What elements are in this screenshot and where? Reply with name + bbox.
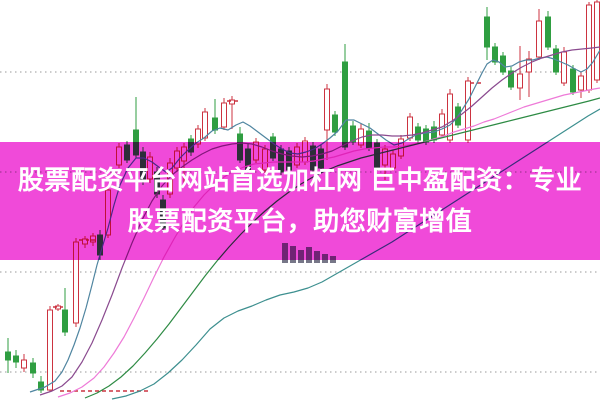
ad-banner-overlay [0, 142, 600, 260]
